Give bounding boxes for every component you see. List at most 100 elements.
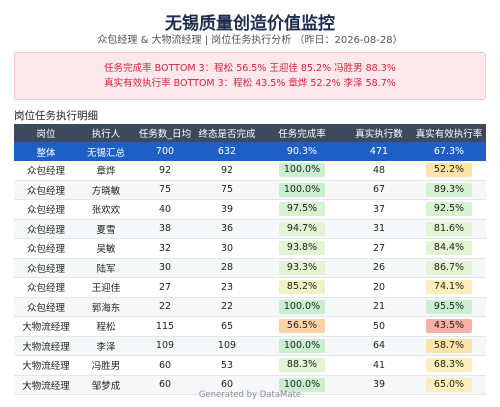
- table-cell: 95.5%: [412, 297, 486, 317]
- table-cell: 39: [196, 199, 258, 220]
- table-row: 大物流经理 邹梦成 60 60 100.0% 39 65.0%: [14, 375, 486, 395]
- table-cell: 56.5%: [258, 316, 346, 337]
- table-cell: 60: [196, 375, 258, 395]
- table-cell: 众包经理: [14, 180, 78, 200]
- table-cell: 31: [346, 219, 412, 239]
- table-cell: 93.3%: [258, 258, 346, 278]
- rate-badge: 100.0%: [279, 338, 325, 353]
- table-cell: 65: [196, 316, 258, 337]
- table-cell: 115: [134, 316, 196, 337]
- rate-badge: 81.6%: [426, 221, 472, 236]
- column-header: 终态是否完成: [196, 124, 258, 142]
- footer: Generated by DataMate: [198, 390, 302, 400]
- subtitle: 众包经理 & 大物流经理 | 岗位任务执行分析 （昨日：2026-08-28）: [97, 35, 403, 46]
- table-cell: 众包经理: [14, 219, 78, 239]
- table-cell: 张欢欢: [78, 199, 134, 220]
- table-cell: 65.0%: [412, 375, 486, 395]
- table-cell: 100.0%: [258, 180, 346, 200]
- section-title: 岗位任务执行明细: [14, 110, 98, 122]
- table-cell: 吴敏: [78, 238, 134, 259]
- summary-row: 整体 无锡汇总 700 632 90.3% 471 67.3%: [14, 142, 486, 161]
- table-cell: 26: [346, 258, 412, 278]
- rate-badge: 97.5%: [279, 202, 325, 217]
- table-cell: 众包经理: [14, 277, 78, 298]
- summary-cell: 632: [196, 142, 258, 161]
- rate-badge: 84.4%: [426, 241, 472, 256]
- table-cell: 37: [346, 199, 412, 220]
- summary-cell: 67.3%: [412, 142, 486, 161]
- summary-cell: 90.3%: [258, 142, 346, 161]
- table-cell: 36: [196, 219, 258, 239]
- table-cell: 众包经理: [14, 297, 78, 317]
- table-cell: 22: [134, 297, 196, 317]
- table-row: 众包经理 陆军 30 28 93.3% 26 86.7%: [14, 258, 486, 278]
- table-cell: 94.7%: [258, 219, 346, 239]
- table-cell: 22: [196, 297, 258, 317]
- table-cell: 39: [346, 375, 412, 395]
- summary-cell: 471: [346, 142, 412, 161]
- table-cell: 60: [134, 375, 196, 395]
- table-cell: 60: [134, 355, 196, 376]
- table-cell: 20: [346, 277, 412, 298]
- table-cell: 27: [134, 277, 196, 298]
- table-cell: 程松: [78, 316, 134, 337]
- header-row: 岗位 执行人 任务数_日均 终态是否完成 任务完成率 真实执行数 真实有效执行率: [14, 124, 486, 142]
- table-row: 众包经理 王迎佳 27 23 85.2% 20 74.1%: [14, 277, 486, 298]
- rate-badge: 85.2%: [279, 280, 325, 295]
- table-cell: 92.5%: [412, 199, 486, 220]
- alert-box: 任务完成率 BOTTOM 3：程松 56.5% 王迎佳 85.2% 冯胜男 88…: [14, 52, 486, 100]
- table-cell: 86.7%: [412, 258, 486, 278]
- table-cell: 75: [134, 180, 196, 200]
- table-cell: 30: [196, 238, 258, 259]
- rate-badge: 68.3%: [426, 358, 472, 373]
- table-cell: 郭海东: [78, 297, 134, 317]
- rate-badge: 93.8%: [279, 241, 325, 256]
- rate-badge: 88.3%: [279, 358, 325, 373]
- table-cell: 52.2%: [412, 161, 486, 181]
- table-cell: 100.0%: [258, 297, 346, 317]
- alert-line: 任务完成率 BOTTOM 3：程松 56.5% 王迎佳 85.2% 冯胜男 88…: [104, 63, 396, 74]
- table-row: 众包经理 张欢欢 40 39 97.5% 37 92.5%: [14, 199, 486, 220]
- table-row: 大物流经理 程松 115 65 56.5% 50 43.5%: [14, 316, 486, 337]
- table-cell: 大物流经理: [14, 316, 78, 337]
- table-cell: 冯胜男: [78, 355, 134, 376]
- rate-badge: 93.3%: [279, 260, 325, 275]
- table-row: 众包经理 夏雪 38 36 94.7% 31 81.6%: [14, 219, 486, 239]
- rate-badge: 92.5%: [426, 202, 472, 217]
- table-cell: 章烨: [78, 161, 134, 181]
- rate-badge: 94.7%: [279, 221, 325, 236]
- table-cell: 23: [196, 277, 258, 298]
- table-cell: 50: [346, 316, 412, 337]
- table-cell: 27: [346, 238, 412, 259]
- table-cell: 81.6%: [412, 219, 486, 239]
- table-cell: 28: [196, 258, 258, 278]
- table-cell: 大物流经理: [14, 355, 78, 376]
- table-cell: 64: [346, 336, 412, 356]
- table-cell: 88.3%: [258, 355, 346, 376]
- column-header: 真实执行数: [346, 124, 412, 142]
- table-cell: 67: [346, 180, 412, 200]
- table-cell: 53: [196, 355, 258, 376]
- column-header: 任务完成率: [258, 124, 346, 142]
- table-cell: 21: [346, 297, 412, 317]
- table-cell: 众包经理: [14, 199, 78, 220]
- rate-badge: 95.5%: [426, 299, 472, 314]
- table-row: 众包经理 郭海东 22 22 100.0% 21 95.5%: [14, 297, 486, 317]
- table-cell: 97.5%: [258, 199, 346, 220]
- table-cell: 陆军: [78, 258, 134, 278]
- table-cell: 大物流经理: [14, 375, 78, 395]
- rate-badge: 65.0%: [426, 377, 472, 392]
- table-cell: 100.0%: [258, 161, 346, 181]
- table-cell: 58.7%: [412, 336, 486, 356]
- detail-table: 岗位 执行人 任务数_日均 终态是否完成 任务完成率 真实执行数 真实有效执行率 整体 无锡汇…: [14, 124, 486, 395]
- column-header: 真实有效执行率: [412, 124, 486, 142]
- table-cell: 92: [134, 161, 196, 181]
- table-cell: 93.8%: [258, 238, 346, 259]
- table-cell: 84.4%: [412, 238, 486, 259]
- table-cell: 李泽: [78, 336, 134, 356]
- table-row: 大物流经理 李泽 109 109 100.0% 64 58.7%: [14, 336, 486, 356]
- column-header: 岗位: [14, 124, 78, 142]
- rate-badge: 100.0%: [279, 163, 325, 178]
- rate-badge: 52.2%: [426, 163, 472, 178]
- table-cell: 43.5%: [412, 316, 486, 337]
